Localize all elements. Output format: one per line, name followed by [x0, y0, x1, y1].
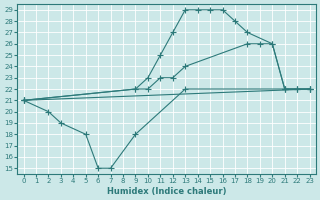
- X-axis label: Humidex (Indice chaleur): Humidex (Indice chaleur): [107, 187, 226, 196]
